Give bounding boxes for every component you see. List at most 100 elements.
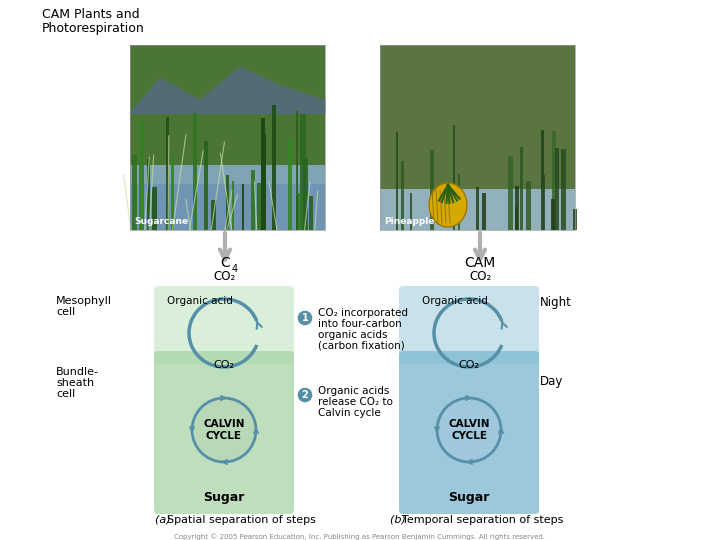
Bar xyxy=(300,113,306,230)
Text: Organic acids: Organic acids xyxy=(318,386,390,396)
Bar xyxy=(572,209,577,230)
Bar xyxy=(147,159,150,230)
Bar xyxy=(302,158,307,230)
Bar xyxy=(515,186,519,230)
Bar xyxy=(482,193,486,230)
Circle shape xyxy=(297,387,313,403)
Text: 2: 2 xyxy=(302,390,308,400)
Circle shape xyxy=(192,398,256,462)
Text: CO₂: CO₂ xyxy=(469,270,491,283)
Text: (b): (b) xyxy=(390,515,410,525)
Bar xyxy=(204,141,208,230)
Bar xyxy=(526,180,531,230)
Bar xyxy=(515,207,518,230)
Text: Sugar: Sugar xyxy=(449,490,490,503)
Text: Temporal separation of steps: Temporal separation of steps xyxy=(402,515,563,525)
Bar xyxy=(554,147,559,230)
Bar xyxy=(227,174,229,230)
Text: Sugarcane: Sugarcane xyxy=(134,217,188,226)
Text: Sugar: Sugar xyxy=(203,490,245,503)
Bar xyxy=(272,105,276,230)
Bar xyxy=(521,147,523,230)
Bar xyxy=(562,150,567,230)
Text: CO₂: CO₂ xyxy=(214,270,236,283)
Text: cell: cell xyxy=(56,389,76,399)
Bar xyxy=(171,158,174,230)
Bar xyxy=(288,138,292,230)
Bar xyxy=(380,190,575,230)
Bar xyxy=(542,176,545,230)
Text: 1: 1 xyxy=(302,313,308,323)
Text: Night: Night xyxy=(540,296,572,309)
Circle shape xyxy=(437,398,501,462)
Bar xyxy=(130,165,325,230)
Text: CO₂ incorporated: CO₂ incorporated xyxy=(318,308,408,318)
Bar xyxy=(296,111,298,230)
Text: Photorespiration: Photorespiration xyxy=(42,22,145,35)
Text: (a): (a) xyxy=(155,515,174,525)
Bar xyxy=(192,113,197,230)
Text: release CO₂ to: release CO₂ to xyxy=(318,397,393,407)
Text: Mesophyll: Mesophyll xyxy=(56,296,112,306)
Ellipse shape xyxy=(429,183,467,227)
Text: CALVIN
CYCLE: CALVIN CYCLE xyxy=(203,419,245,441)
Text: Calvin cycle: Calvin cycle xyxy=(318,408,381,418)
Text: 4: 4 xyxy=(232,264,238,274)
Bar xyxy=(130,184,325,230)
Bar xyxy=(508,157,513,230)
FancyBboxPatch shape xyxy=(399,286,539,364)
Text: CALVIN
CYCLE: CALVIN CYCLE xyxy=(449,419,490,441)
Bar xyxy=(551,199,555,230)
Bar xyxy=(257,183,263,230)
Bar xyxy=(211,200,216,230)
Text: CAM Plants and: CAM Plants and xyxy=(42,8,140,21)
Text: CO₂: CO₂ xyxy=(214,360,235,370)
FancyBboxPatch shape xyxy=(399,351,539,514)
Text: Organic acid: Organic acid xyxy=(422,296,488,306)
FancyBboxPatch shape xyxy=(154,286,294,364)
Bar xyxy=(261,118,265,230)
Bar xyxy=(552,131,557,230)
Bar xyxy=(261,133,266,230)
Text: Bundle-: Bundle- xyxy=(56,367,99,377)
Bar xyxy=(130,45,325,230)
Bar xyxy=(309,195,312,230)
Bar xyxy=(453,125,455,230)
Text: CAM: CAM xyxy=(464,256,495,270)
Bar xyxy=(130,45,325,230)
Bar xyxy=(140,120,144,230)
Bar xyxy=(477,187,480,230)
Circle shape xyxy=(297,310,313,326)
Bar xyxy=(166,117,169,230)
Polygon shape xyxy=(130,67,325,113)
Bar xyxy=(396,132,398,230)
Bar xyxy=(295,194,298,230)
Text: organic acids: organic acids xyxy=(318,330,387,340)
Text: sheath: sheath xyxy=(56,378,94,388)
Text: C: C xyxy=(220,256,230,270)
Bar xyxy=(251,170,255,230)
Bar xyxy=(153,187,157,230)
Text: Day: Day xyxy=(540,375,563,388)
Bar xyxy=(401,161,404,230)
Text: into four-carbon: into four-carbon xyxy=(318,319,402,329)
Bar xyxy=(380,45,575,230)
Bar xyxy=(459,174,460,230)
Text: Spatial separation of steps: Spatial separation of steps xyxy=(167,515,316,525)
Bar xyxy=(430,150,434,230)
Text: Pineapple: Pineapple xyxy=(384,217,434,226)
Text: Copyright © 2005 Pearson Education, Inc. Publishing as Pearson Benjamin Cummings: Copyright © 2005 Pearson Education, Inc.… xyxy=(174,533,546,539)
Text: (carbon fixation): (carbon fixation) xyxy=(318,341,405,351)
FancyBboxPatch shape xyxy=(154,351,294,514)
Bar xyxy=(410,193,413,230)
Bar xyxy=(541,130,544,230)
Bar xyxy=(132,156,138,230)
Bar xyxy=(262,138,266,230)
Text: cell: cell xyxy=(56,307,76,317)
Bar xyxy=(380,45,575,230)
Text: Organic acid: Organic acid xyxy=(167,296,233,306)
Bar xyxy=(232,181,234,230)
Text: CO₂: CO₂ xyxy=(459,360,480,370)
Bar xyxy=(242,184,244,230)
Bar xyxy=(298,193,301,230)
